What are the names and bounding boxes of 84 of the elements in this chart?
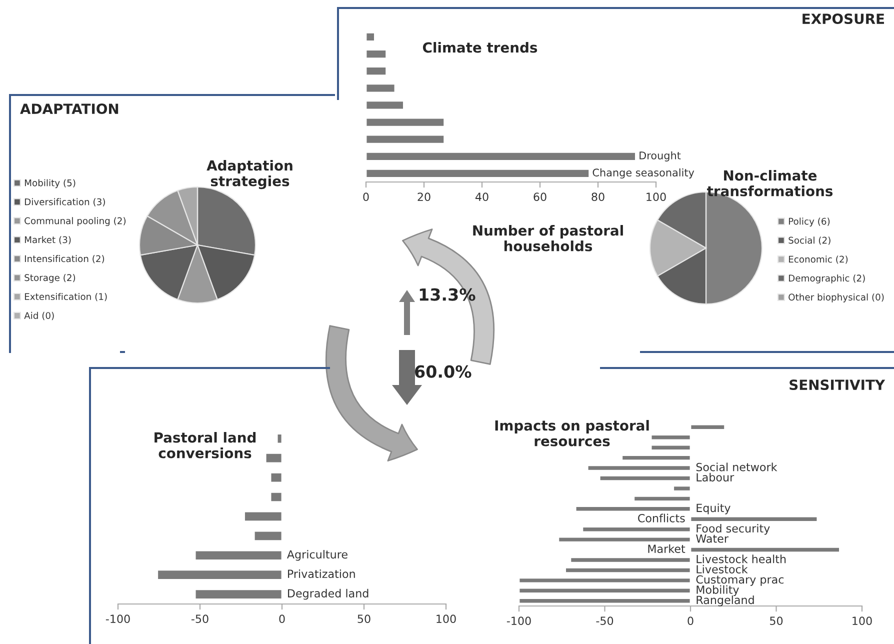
legend-label: Aid (0) (24, 312, 54, 320)
text: Pastoral land conversions (154, 432, 256, 458)
bar (366, 168, 590, 178)
x-tick-label: -50 (191, 614, 208, 624)
bar (690, 546, 840, 554)
x-tick-label: 50 (770, 616, 783, 626)
category-label: Labour (696, 472, 734, 482)
x-tick-label: 0 (363, 192, 369, 202)
category-label: Conflicts (638, 514, 685, 522)
legend-label: Mobility (5) (24, 179, 76, 188)
x-tick-label: 80 (592, 192, 604, 202)
category-label: Degraded land (288, 588, 368, 600)
bar (598, 475, 692, 482)
x-tick-label: 0 (688, 616, 694, 626)
legend-label: Demographic (2) (788, 274, 865, 284)
bar (650, 434, 692, 441)
category-label: Agriculture (287, 550, 348, 561)
bar (564, 566, 692, 574)
bar (574, 506, 692, 512)
chart-title: Adaptation strategies (206, 160, 292, 190)
text: 13.3% (420, 288, 476, 301)
legend-label: Economic (2) (788, 256, 848, 264)
x-tick-label: 100 (646, 192, 666, 202)
text: Climate trends (422, 42, 538, 53)
bar (586, 464, 692, 472)
text: SENSITIVITY (790, 380, 886, 390)
category-label: Water (696, 534, 728, 543)
y-tick-label: Drought (640, 151, 681, 162)
x-tick-label: 100 (436, 614, 456, 624)
x-tick-label: 100 (852, 616, 872, 626)
x-tick-label: 50 (358, 614, 370, 624)
legend-label: Communal pooling (2) (24, 217, 126, 226)
text: Number of pastoral households (473, 225, 623, 252)
legend-label: Social (2) (788, 236, 830, 245)
bar (366, 66, 387, 76)
category-label: Mobility (696, 585, 739, 596)
legend-label: Policy (6) (788, 218, 830, 227)
bar (650, 444, 692, 451)
bar (633, 495, 692, 502)
text: EXPOSURE (802, 14, 884, 24)
bar (366, 49, 387, 59)
bar (672, 485, 692, 492)
bar (690, 424, 726, 430)
bar (366, 100, 404, 110)
category-label: Livestock health (696, 554, 786, 564)
bar (519, 577, 692, 584)
legend-label: Market (3) (24, 236, 71, 244)
bar (366, 32, 376, 42)
category-label: Rangeland (696, 596, 754, 606)
category-label: Privatization (288, 569, 355, 578)
legend-label: Extensification (1) (24, 292, 107, 302)
legend-label: Other biophysical (0) (788, 293, 884, 302)
category-label: Equity (696, 504, 730, 514)
bar (366, 151, 636, 162)
bar (570, 556, 692, 564)
category-label: Social network (696, 462, 778, 472)
chart-title: Impacts on pastoral resources (495, 420, 649, 446)
bar (621, 454, 692, 462)
chart-title: Non-climate transformations (706, 170, 833, 196)
bar (690, 516, 818, 522)
x-tick-label: 40 (475, 192, 488, 202)
bar (366, 83, 396, 94)
x-tick-label: 20 (418, 192, 430, 202)
x-tick-label: 0 (279, 614, 285, 624)
legend-label: Diversification (3) (24, 198, 105, 206)
category-label: Market (648, 544, 686, 554)
text: 60.0% (415, 365, 472, 378)
x-tick-label: -100 (506, 616, 531, 626)
x-tick-label: -50 (596, 616, 614, 626)
category-label: Food security (696, 524, 770, 535)
bar (558, 536, 692, 543)
bar (519, 598, 692, 604)
text: ADAPTATION (20, 104, 118, 114)
x-tick-label: -100 (106, 614, 130, 624)
category-label: Livestock (696, 564, 748, 574)
bar (519, 587, 692, 594)
legend-label: Storage (2) (24, 274, 76, 283)
bar (366, 134, 445, 144)
x-tick-label: 60 (534, 192, 546, 202)
category-label: Customary prac (696, 575, 784, 586)
bar (582, 526, 692, 533)
legend-label: Intensification (2) (24, 255, 104, 264)
y-tick-label: Change seasonality (592, 168, 694, 179)
bar (366, 117, 445, 128)
